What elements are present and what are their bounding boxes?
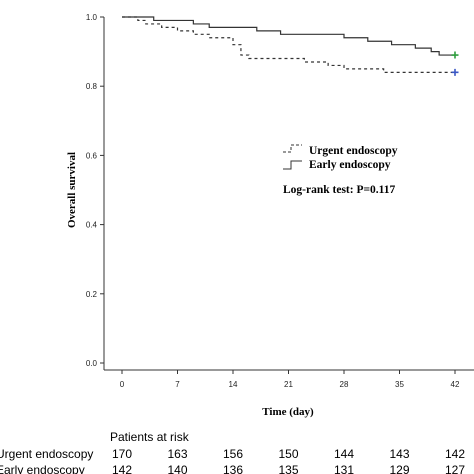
x-tick-label: 42 — [451, 380, 460, 389]
risk-count: 127 — [445, 463, 465, 474]
x-ticks: 0 7 14 21 28 35 42 — [120, 370, 460, 389]
x-tick-label: 28 — [340, 380, 349, 389]
risk-count: 142 — [445, 447, 465, 461]
legend-urgent-label: Urgent endoscopy — [309, 145, 398, 157]
censor-mark-early — [451, 51, 459, 59]
risk-count: 144 — [334, 447, 354, 461]
y-tick-label: 0.4 — [86, 221, 98, 230]
legend-early-label: Early endoscopy — [309, 159, 391, 171]
risk-count: 142 — [112, 463, 132, 474]
series-layer — [122, 16, 459, 76]
risk-count: 131 — [334, 463, 354, 474]
risk-count: 143 — [389, 447, 409, 461]
y-ticks: 0.0 0.2 0.4 0.6 0.8 1.0 — [86, 13, 104, 368]
series-early-curve — [122, 16, 455, 56]
risk-table: Urgent endoscopy 170 163 156 150 144 143 142 Ear… — [0, 447, 465, 474]
legend-urgent-swatch — [283, 144, 302, 153]
legend: Urgent endoscopy Early endoscopy — [283, 144, 398, 171]
series-urgent-curve — [122, 16, 455, 73]
y-tick-label: 0.8 — [86, 82, 98, 91]
x-axis-title: Time (day) — [262, 406, 314, 418]
y-tick-label: 0.0 — [86, 359, 98, 368]
x-tick-label: 0 — [120, 380, 125, 389]
x-tick-label: 21 — [284, 380, 293, 389]
risk-count: 129 — [389, 463, 409, 474]
risk-count: 136 — [223, 463, 243, 474]
risk-count: 170 — [112, 447, 132, 461]
y-tick-label: 0.2 — [86, 290, 98, 299]
x-tick-label: 35 — [395, 380, 404, 389]
risk-table-title: Patients at risk — [110, 430, 190, 444]
legend-early-swatch — [283, 160, 302, 170]
censor-mark-urgent — [451, 68, 459, 76]
risk-count: 156 — [223, 447, 243, 461]
logrank-annotation: Log-rank test: P=0.117 — [283, 184, 396, 196]
y-axis-title: Overall survival — [66, 152, 78, 228]
risk-count: 150 — [278, 447, 298, 461]
risk-row-label: Urgent endoscopy — [0, 447, 93, 461]
risk-count: 135 — [278, 463, 298, 474]
risk-count: 140 — [167, 463, 187, 474]
y-tick-label: 1.0 — [86, 13, 98, 22]
risk-count: 163 — [167, 447, 187, 461]
x-tick-label: 14 — [229, 380, 238, 389]
x-tick-label: 7 — [175, 380, 180, 389]
risk-row-label: Early endoscopy — [0, 463, 85, 474]
y-tick-label: 0.6 — [86, 151, 98, 160]
